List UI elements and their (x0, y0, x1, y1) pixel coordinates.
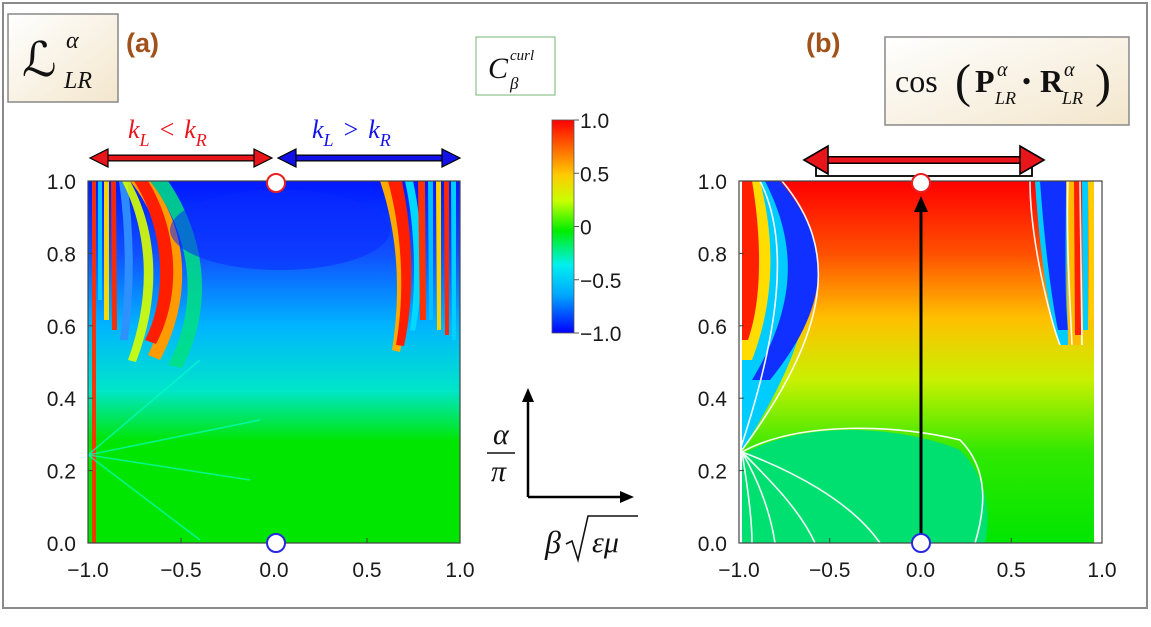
y-tick-label: 0.6 (698, 316, 727, 339)
x-tick-label: 1.0 (1087, 559, 1116, 582)
y-tick-label: 0.2 (698, 461, 727, 484)
legend-a-sup: α (66, 28, 79, 54)
x-tick-label: −1.0 (67, 559, 108, 582)
legend-b-P-sup: α (997, 59, 1008, 81)
legend-b-P-sub: LR (994, 88, 1016, 108)
y-tick-label: 0.2 (47, 461, 76, 484)
marker-b-bottom (911, 533, 931, 553)
axes-key: α π β εμ (487, 388, 638, 564)
marker-a-top (266, 173, 286, 193)
vertical-arrow-b (914, 196, 928, 534)
ticks-a: −1.0 −0.5 0.0 0.5 1.0 0.0 0.2 0.4 0.6 0.8 1.0 (47, 171, 475, 582)
legend-b-R-sup: α (1064, 59, 1075, 81)
legend-b-R: R (1040, 63, 1064, 99)
legend-b-R-sub: LR (1061, 88, 1083, 108)
region-arrow-left (88, 148, 274, 168)
x-tick-label: −0.5 (809, 559, 850, 582)
panel-a-label: (a) (126, 28, 159, 58)
panel-a: ℒ α LR (a) kL < kR kL > kR (7, 13, 475, 582)
colorbar: C curl β 1.0 0.5 0 −0.5 −1.0 (475, 36, 621, 346)
y-tick-label: 0.0 (698, 533, 727, 556)
colorbar-tick-label: 0.5 (580, 163, 609, 186)
x-tick-label: 1.0 (445, 559, 474, 582)
region-arrow-right (276, 148, 462, 168)
y-tick-label: 0.6 (47, 316, 76, 339)
panel-b-legend: cos ( P α LR • R α LR ) (884, 36, 1130, 126)
y-tick-label: 0.8 (698, 243, 727, 266)
region-right-label: kL > kR (312, 115, 391, 150)
colorbar-tick-label: 1.0 (580, 110, 609, 133)
x-tick-label: 0.5 (352, 559, 381, 582)
x-tick-label: 0.5 (997, 559, 1026, 582)
svg-text:(: ( (955, 55, 971, 108)
marker-b-top (911, 173, 931, 193)
panel-b: (b) cos ( P α LR • R α LR ) (698, 28, 1130, 582)
colorbar-tick-label: −0.5 (580, 270, 621, 293)
colorbar-tick-label: 0 (580, 217, 592, 240)
legend-b-dot: • (1022, 67, 1031, 96)
legend-b-P: P (975, 63, 995, 99)
colorbar-title-main: C (488, 52, 509, 85)
x-tick-label: 0.0 (906, 559, 935, 582)
figure-frame (2, 2, 1148, 609)
y-tick-label: 0.4 (47, 388, 77, 411)
legend-b-cos: cos (895, 63, 938, 99)
key-y-num: α (493, 418, 510, 451)
colorbar-title-sup: curl (510, 48, 534, 64)
y-tick-label: 1.0 (698, 171, 727, 194)
ticks-b: −1.0 −0.5 0.0 0.5 1.0 0.0 0.2 0.4 0.6 0.8 1.0 (698, 171, 1117, 582)
y-tick-label: 1.0 (47, 171, 76, 194)
colorbar-title-sub: β (509, 74, 519, 93)
legend-a-script: ℒ (22, 34, 57, 87)
colorbar-tick-label: −1.0 (580, 323, 621, 346)
double-arrow-b (802, 144, 1046, 177)
y-tick-label: 0.8 (47, 243, 76, 266)
key-y-den: π (491, 455, 507, 488)
x-tick-label: −0.5 (160, 559, 201, 582)
y-tick-label: 0.4 (698, 388, 728, 411)
region-left-label: kL < kR (128, 115, 207, 150)
legend-a-sub: LR (63, 68, 92, 94)
colorbar-ticks: 1.0 0.5 0 −0.5 −1.0 (574, 110, 621, 346)
heatmap-a (87, 181, 460, 543)
x-tick-label: −1.0 (718, 559, 759, 582)
key-x-beta: β (544, 524, 561, 560)
y-tick-label: 0.0 (47, 533, 76, 556)
x-tick-label: 0.0 (259, 559, 288, 582)
key-x-root: εμ (592, 526, 619, 559)
panel-a-legend: ℒ α LR (7, 13, 119, 103)
panel-b-label: (b) (806, 28, 840, 58)
svg-text:): ) (1095, 55, 1111, 108)
marker-a-bottom (266, 533, 286, 553)
